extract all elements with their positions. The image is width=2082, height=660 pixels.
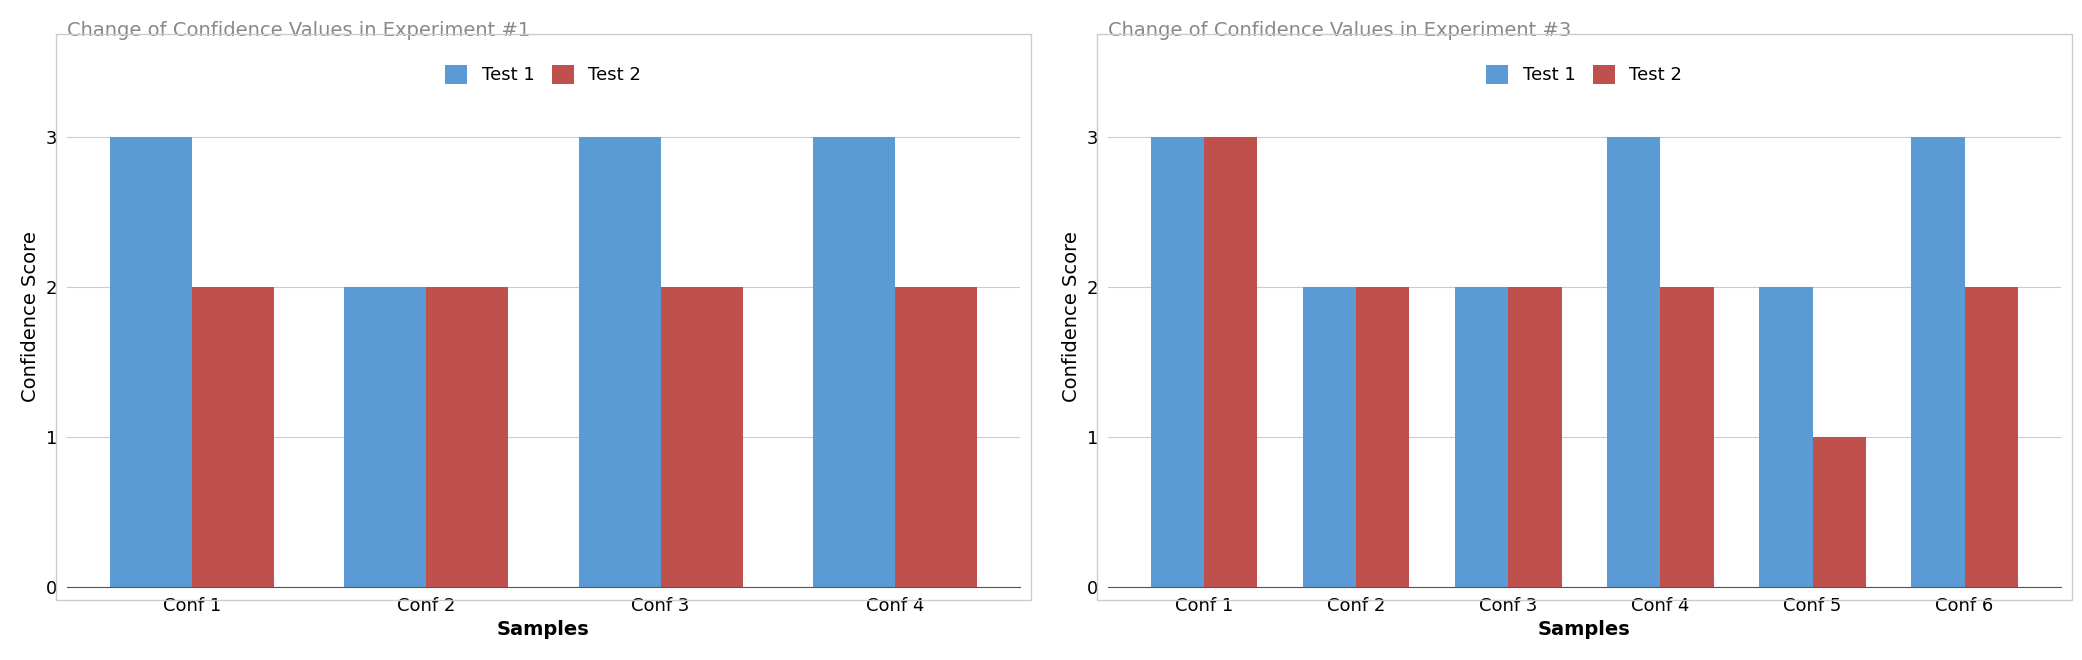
X-axis label: Samples: Samples xyxy=(1539,620,1630,639)
Bar xyxy=(427,287,508,587)
Bar xyxy=(1303,287,1355,587)
Legend: Test 1, Test 2: Test 1, Test 2 xyxy=(1478,56,1691,93)
Bar xyxy=(660,287,743,587)
Bar xyxy=(1607,137,1661,587)
Bar xyxy=(1151,137,1203,587)
Bar xyxy=(1813,437,1865,587)
Bar xyxy=(192,287,275,587)
Bar xyxy=(1911,137,1965,587)
Bar xyxy=(1965,287,2017,587)
Y-axis label: Confidence Score: Confidence Score xyxy=(21,232,40,403)
Bar xyxy=(1355,287,1410,587)
Bar xyxy=(1759,287,1813,587)
Bar xyxy=(895,287,976,587)
Bar xyxy=(812,137,895,587)
Bar xyxy=(1455,287,1507,587)
Bar xyxy=(344,287,427,587)
Bar xyxy=(579,137,660,587)
Text: Change of Confidence Values in Experiment #3: Change of Confidence Values in Experimen… xyxy=(1108,21,1570,40)
Bar xyxy=(1507,287,1562,587)
Bar xyxy=(1661,287,1713,587)
X-axis label: Samples: Samples xyxy=(498,620,589,639)
Y-axis label: Confidence Score: Confidence Score xyxy=(1062,232,1081,403)
Text: Change of Confidence Values in Experiment #1: Change of Confidence Values in Experimen… xyxy=(67,21,529,40)
Legend: Test 1, Test 2: Test 1, Test 2 xyxy=(437,56,650,93)
Bar xyxy=(110,137,192,587)
Bar xyxy=(1203,137,1258,587)
